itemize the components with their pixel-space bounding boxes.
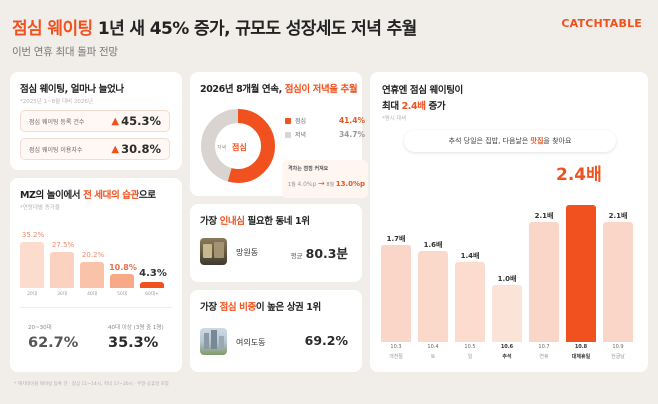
card-note: *2025년 1~8월 대비 2026년 [20, 99, 93, 105]
age-axis: 20대 30대 40대 50대 60대+ [20, 291, 175, 301]
holiday-axis-day-label: 대체휴일 [571, 354, 591, 360]
holiday-bar [381, 245, 411, 342]
card-title: 가장 점심 비중이 높은 상권 1위 [200, 302, 321, 313]
holiday-axis-date-label: 10.9 [612, 344, 624, 350]
peak-label: 2.4배 [556, 165, 602, 185]
holiday-bar [603, 222, 633, 342]
legend-lunch: 점심 41.4% [285, 116, 365, 125]
holiday-bar-chart: 1.7배 1.6배 1.4배 1.0배 2.1배 2.1배 [378, 190, 640, 342]
lunch-growth-card: 점심 웨이팅, 얼마나 늘었나 *2025년 1~8월 대비 2026년 점심 … [10, 72, 182, 170]
up-arrow-icon: ▲ [111, 143, 120, 155]
age-axis-tick-label: 50대 [117, 292, 127, 297]
holiday-waiting-card: 연휴엔 점심 웨이팅이 최대 2.4배 증가 *평시 대비 추석 당일은 집밥,… [370, 72, 648, 372]
district-name: 여의도동 [236, 338, 266, 347]
page-title: 점심 웨이팅 1년 새 45% 증가, 규모도 성장세도 저녁 추월 [12, 19, 417, 39]
age-bar-chart: 35.2% 27.5% 20.2% 10.8% 4.3% [20, 228, 175, 288]
holiday-bar-value-label: 2.1배 [608, 212, 628, 220]
callout-bubble: 추석 당일은 집밥, 다음날은 맛집을 찾아요 [404, 130, 616, 152]
age-bar [110, 274, 134, 288]
holiday-axis-date-label: 10.5 [464, 344, 476, 350]
age-axis-tick-label: 30대 [57, 292, 67, 297]
age-bar-value-label: 35.2% [21, 231, 45, 239]
card-title-line2: 최대 2.4배 증가 [382, 101, 446, 112]
card-note: *평시 대비 [382, 116, 407, 122]
arrow-right-icon: → [318, 179, 325, 188]
share-slice-lunch [201, 109, 275, 183]
page-subtitle: 이번 연휴 최대 돌파 전망 [12, 46, 118, 58]
holiday-axis-day-label: 토 [430, 354, 436, 360]
area-wait-value: 평균 80.3분 [290, 246, 348, 261]
holiday-bar [455, 262, 485, 342]
holiday-axis-day-label: 추석 [502, 354, 512, 360]
holiday-axis-date-label: 10.8 [574, 344, 588, 350]
holiday-axis-date-label: 10.4 [427, 344, 439, 350]
growth-row-users: 점심 웨이팅 이용자수 ▲ 30.8% [20, 138, 170, 160]
legend-dinner: 저녁 34.7% [285, 130, 365, 139]
lunch-dinner-share-card: 2026년 8개월 연속, 점심이 저녁을 추월 저녁 점심 점심 41.4% … [190, 72, 368, 198]
footnote: * 캐치테이블 웨이팅 등록 건 · 점심 11~14시, 저녁 17~20시 … [14, 382, 169, 387]
holiday-bar-value-label: 1.7배 [386, 235, 406, 243]
holiday-bar [566, 205, 596, 342]
stat-young: 20~30대 62.7% [28, 325, 79, 351]
longest-wait-area-card: 가장 인내심 필요한 동네 1위 망원동 평균 80.3분 [190, 204, 362, 282]
age-bar [140, 282, 164, 288]
donut-label-dinner: 저녁 [217, 145, 227, 151]
age-bar-value-label: 27.5% [51, 241, 75, 249]
card-title: MZ의 놀이에서 전 세대의 습관으로 [20, 190, 156, 201]
card-title: 연휴엔 점심 웨이팅이 [382, 85, 463, 96]
up-arrow-icon: ▲ [111, 115, 120, 127]
holiday-axis-day-label: 연휴 [539, 354, 549, 360]
holiday-bar [492, 285, 522, 342]
age-bar-value-label: 20.2% [81, 251, 105, 259]
holiday-bar-value-label: 1.0배 [497, 275, 517, 283]
age-bar-value-label: 4.3% [139, 268, 167, 279]
holiday-bar-value-label: 1.4배 [460, 252, 480, 260]
legend-swatch [285, 131, 291, 138]
card-note: *연령대별 증가율 [20, 205, 60, 211]
card-title: 점심 웨이팅, 얼마나 늘었나 [20, 84, 124, 95]
holiday-bar [529, 222, 559, 342]
donut-label-lunch: 점심 [232, 143, 247, 152]
divider [20, 307, 172, 308]
age-group-card: MZ의 놀이에서 전 세대의 습관으로 *연령대별 증가율 35.2% 27.5%… [10, 178, 182, 372]
district-photo-thumbnail [200, 328, 227, 355]
card-title: 2026년 8개월 연속, 점심이 저녁을 추월 [200, 84, 358, 95]
holiday-axis-day-label: 개천절 [389, 354, 403, 360]
holiday-axis: 10.3 개천절 10.4 토 10.5 일 10.6 추석 10.7 연휴 10.8 대체휴일 10.… [378, 344, 640, 366]
share-donut-chart [201, 109, 275, 183]
holiday-bar [418, 251, 448, 342]
area-name: 망원동 [236, 248, 259, 257]
page-header: 점심 웨이팅 1년 새 45% 증가, 규모도 성장세도 저녁 추월 이번 연휴… [12, 14, 646, 62]
holiday-axis-date-label: 10.6 [500, 344, 514, 350]
age-bar-value-label: 10.8% [109, 263, 137, 272]
holiday-axis-day-label: 일 [467, 354, 473, 360]
top-lunch-district-card: 가장 점심 비중이 높은 상권 1위 여의도동 69.2% [190, 290, 362, 372]
holiday-bar-value-label: 1.6배 [423, 241, 443, 249]
brand-logo: CATCHTABLE [561, 17, 642, 30]
stat-older: 40대 이상 (3명 중 1명) 35.3% [108, 325, 164, 351]
age-bar [50, 252, 74, 288]
holiday-axis-day-label: 한글날 [611, 354, 625, 360]
card-title: 가장 인내심 필요한 동네 1위 [200, 216, 310, 227]
age-axis-tick-label: 40대 [87, 292, 97, 297]
age-axis-tick-label: 20대 [27, 292, 37, 297]
street-photo-thumbnail [200, 238, 227, 265]
age-bar [80, 262, 104, 288]
age-bar [20, 242, 44, 288]
holiday-axis-date-label: 10.7 [538, 344, 550, 350]
district-ratio-value: 69.2% [304, 333, 348, 348]
age-axis-tick-label: 60대+ [145, 292, 159, 297]
holiday-bar-value-label: 2.1배 [534, 212, 554, 220]
legend-swatch [285, 117, 291, 124]
holiday-axis-date-label: 10.3 [390, 344, 402, 350]
gap-box: 격차는 점점 커져요 1월 4.0%p → 8월 13.0%p [282, 160, 368, 198]
growth-row-registrations: 점심 웨이팅 등록 건수 ▲ 45.3% [20, 110, 170, 132]
